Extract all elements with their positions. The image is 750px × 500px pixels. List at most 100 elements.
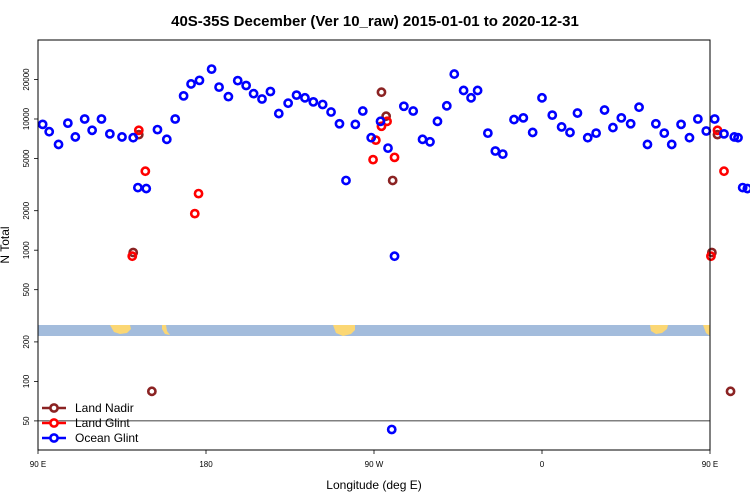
ocean-glint-point <box>317 99 328 110</box>
ocean-glint-point <box>232 75 243 86</box>
ocean-glint-point <box>70 132 81 142</box>
y-tick-label: 50 <box>22 416 31 425</box>
ocean-glint-point <box>383 143 393 153</box>
ocean-glint-point <box>518 112 529 123</box>
ocean-glint-point <box>417 134 428 145</box>
ocean-glint-point <box>273 108 284 119</box>
ocean-glint-point <box>737 182 748 193</box>
land-nadir-point <box>725 386 736 397</box>
y-tick-label: 100 <box>22 374 31 388</box>
legend-item-land-glint: Land Glint <box>42 416 130 430</box>
land-shape <box>650 325 668 334</box>
ocean-glint-point <box>357 106 368 116</box>
ocean-glint-point <box>572 108 583 118</box>
y-axis: 50 100 200 500 1000 2000 5000 10000 20000 <box>22 68 38 425</box>
ocean-glint-point <box>206 64 217 75</box>
ocean-glint-point <box>257 94 267 104</box>
legend-item-land-nadir: Land Nadir <box>42 401 134 415</box>
ocean-glint-point <box>432 116 443 127</box>
land-nadir-point <box>146 386 157 397</box>
ocean-glint-point <box>659 128 670 139</box>
ocean-glint-point <box>692 114 703 124</box>
ocean-glint-point <box>556 122 567 132</box>
y-axis-label: N Total <box>0 226 12 263</box>
ocean-glint-point <box>161 134 172 145</box>
chart-title: 40S-35S December (Ver 10_raw) 2015-01-01… <box>171 13 579 30</box>
series-land-glint <box>127 116 729 262</box>
ocean-glint-point <box>666 139 677 150</box>
x-tick-label: 180 <box>199 460 213 469</box>
ocean-glint-point <box>375 116 386 127</box>
ocean-glint-point <box>87 125 98 136</box>
land-nadir-point <box>387 175 398 186</box>
y-tick-label: 200 <box>22 335 31 349</box>
y-tick-label: 10000 <box>22 107 31 130</box>
ocean-glint-point <box>53 139 64 150</box>
land-glint-point <box>127 251 138 262</box>
x-tick-label: 0 <box>540 460 545 469</box>
ocean-glint-point <box>650 118 661 129</box>
ocean-glint-point <box>386 424 397 435</box>
land-glint-point <box>193 188 204 199</box>
ocean-glint-point <box>582 132 593 143</box>
ocean-glint-point <box>634 102 644 113</box>
x-tick-label: 90 E <box>702 460 718 469</box>
plot-frame <box>37 39 711 451</box>
ocean-glint-point <box>608 122 618 133</box>
ocean-glint-point <box>591 128 602 139</box>
ocean-glint-point <box>449 69 460 79</box>
ocean-glint-point <box>283 98 294 109</box>
series-ocean-glint <box>37 64 750 435</box>
legend-item-ocean-glint: Ocean Glint <box>42 431 139 445</box>
ocean-glint-point <box>104 128 115 139</box>
ocean-glint-point <box>241 80 252 91</box>
ocean-glint-point <box>676 119 686 130</box>
ocean-glint-point <box>44 126 55 137</box>
ocean-glint-point <box>466 92 476 103</box>
land-glint-point <box>376 121 387 132</box>
land-shape <box>162 325 170 335</box>
ocean-glint-point <box>194 75 205 86</box>
legend-marker <box>49 418 59 428</box>
y-tick-label: 5000 <box>22 149 31 167</box>
land-glint-point <box>368 154 378 165</box>
ocean-glint-point <box>341 175 351 186</box>
ocean-glint-point <box>128 132 139 143</box>
ocean-glint-point <box>265 86 276 97</box>
y-tick-label: 500 <box>22 282 31 296</box>
ocean-glint-point <box>79 114 90 124</box>
ocean-glint-point <box>472 85 483 96</box>
x-tick-label: 90 W <box>365 460 384 469</box>
ocean-glint-point <box>547 110 558 121</box>
ocean-glint-point <box>408 106 419 116</box>
y-tick-label: 1000 <box>22 241 31 259</box>
ocean-glint-point <box>625 118 636 129</box>
ocean-glint-point <box>350 119 361 130</box>
map-strip <box>38 325 710 336</box>
ocean-glint-point <box>186 79 196 89</box>
y-tick-label: 2000 <box>22 201 31 219</box>
ocean-glint-point <box>170 114 181 124</box>
ocean-glint-point <box>537 92 547 103</box>
land-glint-point <box>189 208 200 219</box>
ocean-glint-point <box>291 90 302 101</box>
ocean-glint-point <box>366 132 377 143</box>
ocean-glint-point <box>96 114 107 124</box>
x-axis-label: Longitude (deg E) <box>326 478 421 492</box>
ocean-glint-point <box>599 105 610 115</box>
land-glint-point <box>719 166 729 177</box>
land-glint-point <box>140 166 151 177</box>
ocean-glint-point <box>701 126 712 136</box>
x-tick-label: 90 E <box>30 460 46 469</box>
series-land-nadir <box>128 87 736 397</box>
legend-marker <box>49 403 59 413</box>
land-glint-point <box>389 152 400 163</box>
ocean-glint-point <box>441 100 452 111</box>
ocean-glint-point <box>719 128 729 139</box>
ocean-glint-point <box>733 132 743 143</box>
land-shape <box>333 325 355 336</box>
ocean-glint-point <box>334 118 345 129</box>
ocean-glint-point <box>248 88 259 99</box>
ocean-glint-point <box>117 132 127 142</box>
